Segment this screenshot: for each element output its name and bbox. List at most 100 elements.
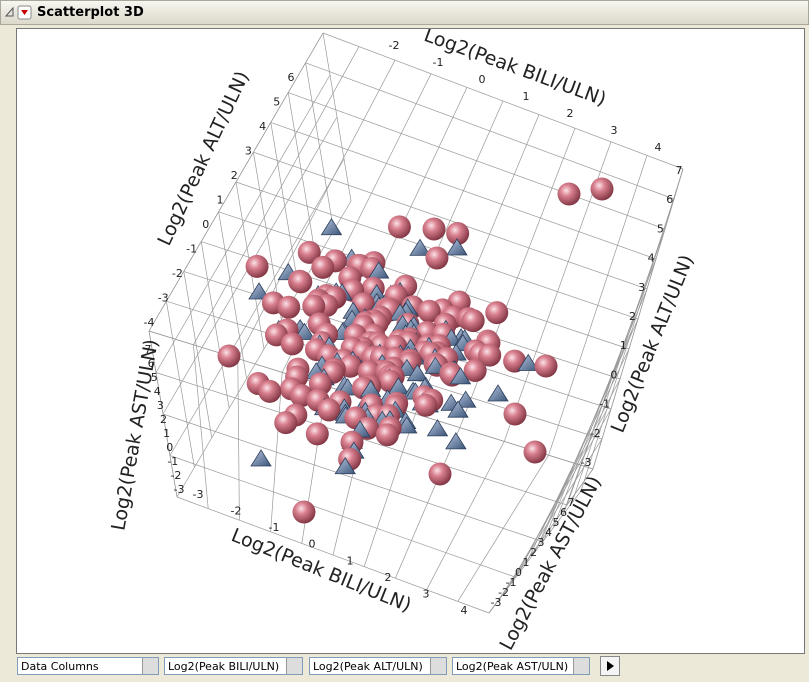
tick-label: 4 [154, 385, 161, 398]
sphere-marker [217, 344, 241, 368]
dropdown-text: Data Columns [21, 660, 99, 673]
triangle-marker [406, 363, 429, 382]
triangle-marker [449, 367, 472, 385]
plot-frame: -2 -1 0 1 2 3 4 Log2(Peak BILI/ULN) 6 5 4 3 2 1 0 -1 -2-… [16, 24, 805, 654]
tick-label: 4 [545, 526, 552, 539]
sphere-marker [463, 358, 487, 382]
sphere-marker [590, 177, 614, 201]
tick-label: -1 [506, 576, 517, 589]
sphere-marker [461, 309, 485, 333]
grid-line [169, 455, 516, 578]
sphere-marker [277, 295, 301, 319]
tick-label: 7 [568, 496, 575, 509]
sphere-marker [523, 440, 547, 464]
grid-line [514, 410, 607, 578]
sphere-marker [387, 215, 411, 239]
tick-label: 1 [620, 339, 627, 352]
triangle-marker [445, 432, 467, 450]
outline-icons[interactable] [3, 2, 33, 24]
dropdown-text: Log2(Peak ALT/ULN) [313, 660, 423, 673]
tick-label: -1 [167, 455, 178, 468]
sphere-marker [428, 462, 452, 486]
triangle-marker [367, 261, 390, 279]
sphere-marker [414, 393, 438, 417]
tick-label: 3 [245, 145, 252, 158]
triangle-marker [517, 353, 539, 371]
tick-label: 4 [461, 604, 468, 617]
axis-label: Log2(Peak BILI/ULN) [421, 29, 609, 111]
sphere-marker [280, 332, 304, 356]
sphere-marker [534, 354, 558, 378]
dropdown[interactable]: Log2(Peak ALT/ULN) [309, 657, 447, 675]
tick-label: 4 [259, 120, 266, 133]
triangle-marker [409, 238, 431, 256]
sphere-marker [425, 246, 449, 270]
tick-label: 2 [567, 107, 574, 120]
tick-label: -3 [581, 456, 592, 469]
tick-label: 6 [148, 357, 155, 370]
tick-label: 0 [479, 73, 486, 86]
sphere-marker [503, 402, 527, 426]
tick-label: 4 [648, 252, 655, 265]
tick-label: 5 [657, 222, 664, 235]
tick-label: -4 [144, 316, 155, 329]
title: Scatterplot 3D [37, 5, 144, 20]
sphere-marker [289, 270, 313, 294]
tick-label: 3 [638, 281, 645, 294]
tick-label: 5 [273, 96, 280, 109]
tick-label: 6 [666, 193, 673, 206]
sphere-marker [446, 221, 470, 245]
grid-line [305, 62, 675, 200]
tick-label: 5 [151, 371, 158, 384]
tick-label: 6 [288, 71, 295, 84]
tick-label: 3 [538, 536, 545, 549]
grid-line [176, 496, 490, 614]
grid-line [270, 122, 657, 260]
dropdown[interactable]: Log2(Peak AST/ULN) [452, 657, 590, 675]
axis-label: Log2(Peak AST/ULN) [107, 338, 162, 533]
grid-line [540, 329, 633, 542]
sphere-marker [274, 411, 298, 435]
dropdown[interactable]: Log2(Peak BILI/ULN) [164, 657, 303, 675]
grid-line [288, 92, 666, 230]
tick-label: 2 [629, 310, 636, 323]
tick-label: -2 [590, 427, 601, 440]
sphere-marker [305, 422, 329, 446]
dropdown-text: Log2(Peak AST/ULN) [456, 660, 569, 673]
sphere-marker [557, 182, 581, 206]
next-button[interactable] [600, 656, 620, 676]
tick-label: 1 [163, 427, 170, 440]
tick-label: 1 [347, 554, 354, 567]
triangle-marker [446, 238, 468, 256]
triangle-marker [396, 416, 418, 434]
grid-line [488, 490, 582, 614]
sphere-marker [478, 343, 502, 367]
dropdown-text: Log2(Peak BILI/ULN) [168, 660, 280, 673]
title-bar: Scatterplot 3D [0, 0, 809, 25]
grid-line [592, 168, 684, 470]
tick-label: -3 [174, 483, 185, 496]
tick-label: -3 [193, 488, 204, 501]
tick-label: 1 [523, 90, 530, 103]
tick-label: -3 [158, 292, 169, 305]
tick-label: 0 [515, 566, 522, 579]
tick-label: 7 [676, 164, 683, 177]
dropdown[interactable]: Data Columns [17, 657, 159, 675]
tick-label: -2 [498, 586, 509, 599]
grid-line [322, 32, 684, 170]
tick-label: 2 [160, 413, 167, 426]
tick-label: 3 [611, 124, 618, 137]
grid-line [148, 32, 324, 332]
tick-label: 3 [423, 587, 430, 600]
tick-label: 5 [553, 516, 560, 529]
sphere-marker [317, 398, 341, 422]
grid-line [566, 249, 658, 506]
grid-line [162, 413, 542, 542]
tick-label: 3 [157, 399, 164, 412]
tick-label: -2 [389, 39, 400, 52]
tick-label: 0 [309, 538, 316, 551]
sphere-marker [297, 240, 321, 264]
tick-label: 1 [523, 556, 530, 569]
